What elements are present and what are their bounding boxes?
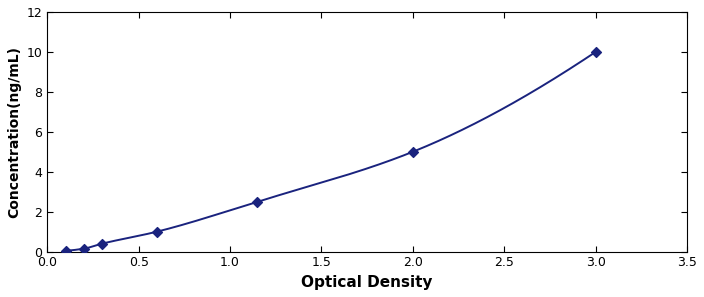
Point <box>96 241 108 246</box>
X-axis label: Optical Density: Optical Density <box>301 275 433 290</box>
Point <box>60 248 71 253</box>
Point <box>78 246 89 251</box>
Point <box>407 149 418 154</box>
Point <box>151 229 163 234</box>
Y-axis label: Concentration(ng/mL): Concentration(ng/mL) <box>7 46 21 218</box>
Point <box>252 199 263 204</box>
Point <box>590 50 601 54</box>
